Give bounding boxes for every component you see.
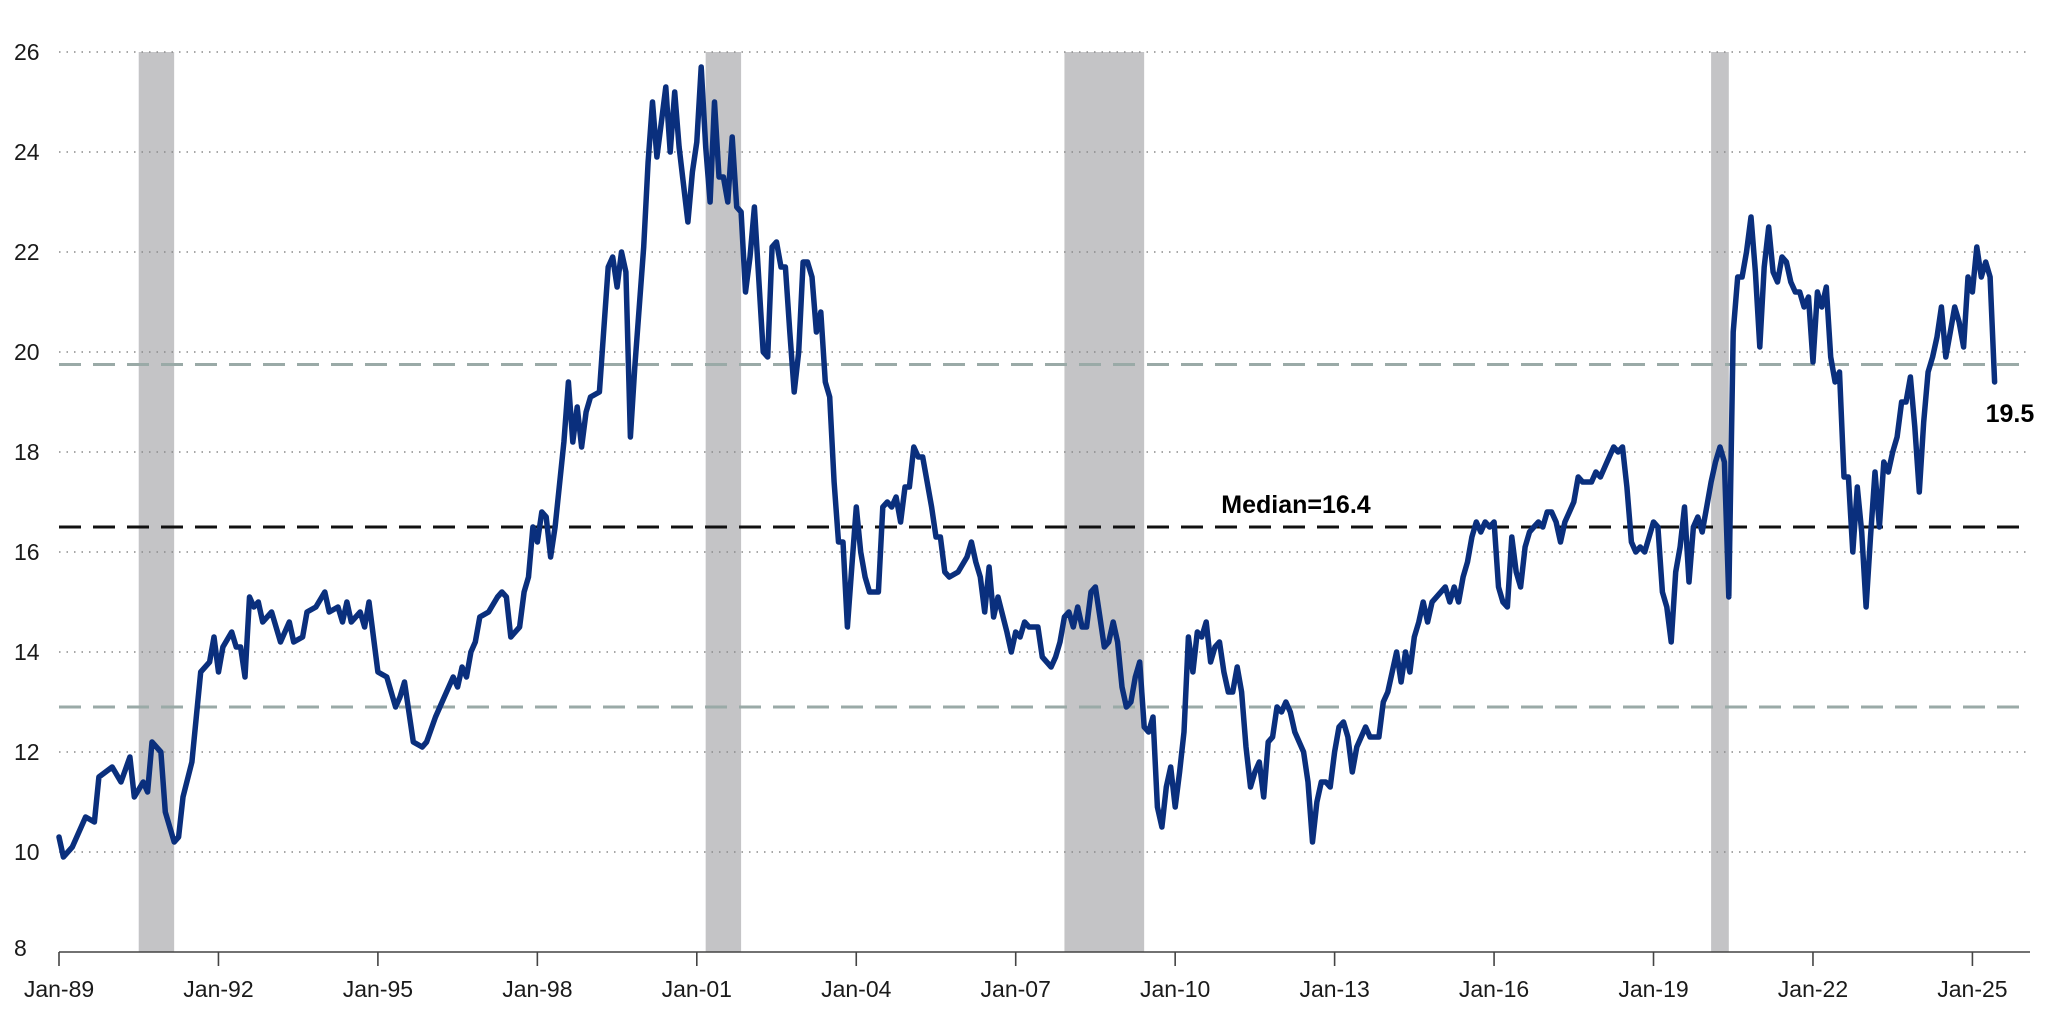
y-tick-label-10: 10 bbox=[14, 839, 40, 865]
y-tick-label-14: 14 bbox=[14, 639, 40, 665]
x-tick-label-Jan-19: Jan-19 bbox=[1618, 976, 1688, 1002]
axes: 8 10 12 14 16 18 20 22 24 26 Jan-89 Jan-92 Jan-95 Jan… bbox=[14, 39, 2030, 1002]
y-tick-label-18: 18 bbox=[14, 439, 40, 465]
x-tick-label-Jan-22: Jan-22 bbox=[1778, 976, 1848, 1002]
recession-band-1 bbox=[138, 52, 175, 952]
gridlines bbox=[59, 51, 2030, 853]
x-tick-label-Jan-95: Jan-95 bbox=[343, 976, 413, 1002]
x-tick-label-Jan-89: Jan-89 bbox=[24, 976, 94, 1002]
series-line-1 bbox=[56, 64, 1998, 860]
y-tick-label-8: 8 bbox=[14, 935, 27, 961]
x-tick-label-Jan-16: Jan-16 bbox=[1459, 976, 1529, 1002]
x-tick-label-Jan-13: Jan-13 bbox=[1299, 976, 1369, 1002]
x-tick-label-Jan-04: Jan-04 bbox=[821, 976, 892, 1002]
x-tick-label-Jan-25: Jan-25 bbox=[1937, 976, 2007, 1002]
x-tick-label-Jan-98: Jan-98 bbox=[502, 976, 572, 1002]
median-label: Median=16.4 bbox=[1221, 491, 1370, 519]
recession-band-3 bbox=[1064, 52, 1145, 952]
series-layer bbox=[56, 64, 1998, 860]
annotation-labels: Median=16.4 19.5 bbox=[1221, 400, 2034, 519]
y-tick-label-24: 24 bbox=[14, 139, 40, 165]
y-tick-label-12: 12 bbox=[14, 739, 40, 765]
y-tick-label-20: 20 bbox=[14, 339, 40, 365]
x-tick-label-Jan-10: Jan-10 bbox=[1140, 976, 1210, 1002]
y-tick-label-26: 26 bbox=[14, 39, 40, 65]
y-tick-label-22: 22 bbox=[14, 239, 40, 265]
x-tick-label-Jan-01: Jan-01 bbox=[662, 976, 732, 1002]
y-tick-label-16: 16 bbox=[14, 539, 40, 565]
recession-band-4 bbox=[1711, 52, 1729, 952]
last-value-label: 19.5 bbox=[1986, 400, 2035, 428]
x-tick-label-Jan-07: Jan-07 bbox=[981, 976, 1051, 1002]
recession-bands bbox=[138, 52, 1729, 952]
x-tick-label-Jan-92: Jan-92 bbox=[183, 976, 253, 1002]
